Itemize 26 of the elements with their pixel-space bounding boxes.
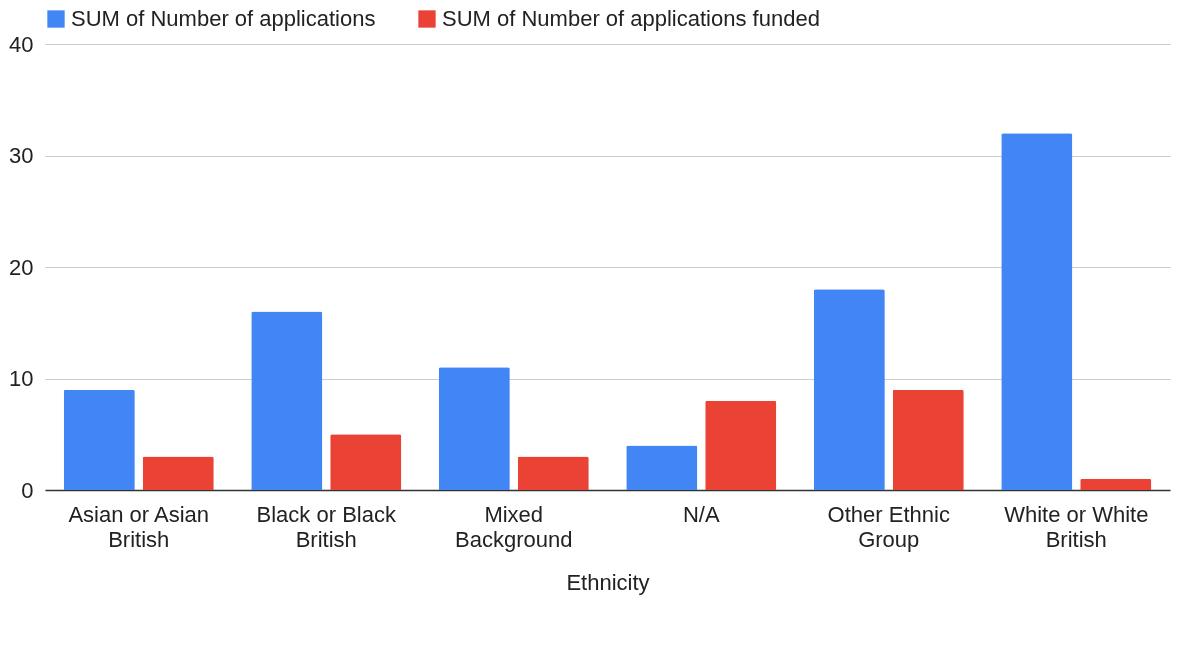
bar xyxy=(63,389,135,490)
x-tick-label: Black or Black British xyxy=(256,501,397,552)
bar xyxy=(626,445,698,490)
legend-label: SUM of Number of applications xyxy=(71,6,376,31)
bar xyxy=(1080,478,1152,490)
x-tick-label: Mixed Background xyxy=(455,501,573,552)
bar xyxy=(892,389,964,490)
bar xyxy=(142,456,214,490)
bar xyxy=(705,400,777,490)
x-tick-label: Other Ethnic Group xyxy=(827,501,950,552)
y-tick-label: 30 xyxy=(9,143,34,168)
x-tick-label: Asian or Asian British xyxy=(68,501,210,552)
bar xyxy=(330,434,402,490)
x-axis-title: Ethnicity xyxy=(566,569,650,595)
bar xyxy=(438,367,510,490)
y-tick-label: 10 xyxy=(9,366,34,391)
y-tick-label: 0 xyxy=(21,477,34,503)
x-tick-label: White or White British xyxy=(1004,501,1149,552)
x-tick-label: N/A xyxy=(682,501,720,527)
bar xyxy=(517,456,589,490)
y-tick-label: 40 xyxy=(9,31,34,57)
bar xyxy=(1001,133,1073,490)
bar xyxy=(251,311,323,490)
y-tick-label: 20 xyxy=(9,254,34,280)
legend-label: SUM of Number of applications funded xyxy=(442,6,820,31)
bar xyxy=(813,289,885,490)
